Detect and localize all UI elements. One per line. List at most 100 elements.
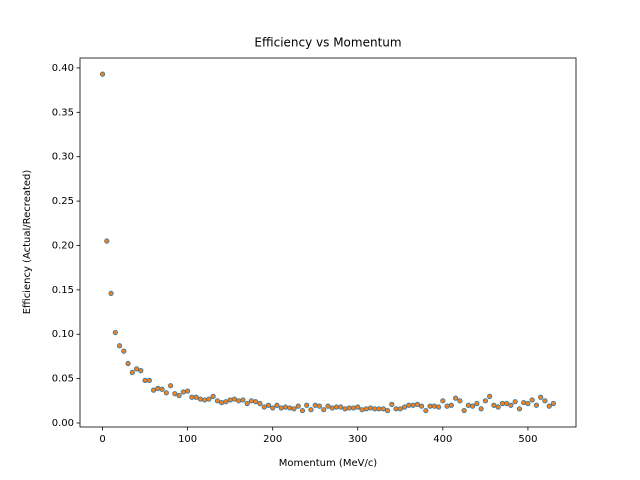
- point: [223, 399, 229, 405]
- point: [214, 398, 220, 404]
- point: [112, 329, 118, 336]
- point: [384, 407, 391, 414]
- x-tick-label: 200: [263, 434, 282, 445]
- point: [185, 388, 191, 394]
- point: [367, 405, 374, 411]
- point: [197, 396, 203, 402]
- point: [150, 387, 157, 393]
- x-tick-label: 500: [518, 434, 537, 445]
- point: [146, 377, 152, 383]
- point: [236, 398, 242, 404]
- point: [321, 407, 327, 413]
- point: [189, 394, 195, 400]
- point: [274, 402, 280, 408]
- x-tick-label: 100: [178, 434, 197, 445]
- point: [538, 394, 544, 400]
- point: [142, 377, 148, 383]
- point: [299, 407, 306, 414]
- point: [308, 407, 314, 413]
- point: [193, 394, 199, 400]
- x-tick-label: 0: [99, 434, 105, 445]
- y-tick-label: 0.40: [52, 63, 74, 74]
- point: [210, 393, 216, 399]
- point: [423, 407, 429, 414]
- x-axis-label: Momentum (MeV/c): [279, 458, 378, 469]
- point: [206, 396, 212, 402]
- x-tick-label: 400: [433, 434, 452, 445]
- point: [350, 405, 357, 411]
- point: [359, 407, 365, 413]
- point: [533, 402, 540, 408]
- point: [346, 405, 352, 411]
- point: [453, 395, 459, 401]
- point: [257, 400, 263, 407]
- point: [465, 402, 471, 408]
- point: [516, 406, 523, 412]
- point: [168, 383, 174, 389]
- point: [448, 402, 454, 408]
- point: [333, 404, 340, 410]
- point: [248, 398, 255, 404]
- y-tick-label: 0.10: [52, 329, 74, 340]
- chart-title: Efficiency vs Momentum: [254, 36, 401, 50]
- point: [325, 403, 331, 409]
- point: [529, 397, 535, 403]
- y-tick-label: 0.00: [52, 418, 74, 429]
- point: [525, 400, 531, 407]
- point: [508, 402, 514, 408]
- point: [261, 404, 267, 410]
- point: [474, 400, 480, 407]
- point: [550, 400, 557, 407]
- plot-frame: [79, 57, 577, 428]
- y-tick-label: 0.15: [52, 285, 74, 296]
- point: [121, 348, 127, 354]
- point: [270, 405, 276, 411]
- x-tick-label: 300: [348, 434, 367, 445]
- y-tick-label: 0.30: [52, 152, 74, 163]
- point: [138, 368, 144, 374]
- point: [219, 399, 225, 406]
- point: [316, 403, 323, 409]
- point: [282, 404, 289, 410]
- point: [504, 400, 510, 407]
- point: [397, 406, 403, 412]
- point: [265, 402, 272, 408]
- point: [495, 404, 501, 410]
- y-axis-label: Efficiency (Actual/Recreated): [22, 170, 33, 315]
- y-tick-label: 0.05: [52, 374, 74, 385]
- point: [444, 403, 450, 409]
- y-tick-label: 0.20: [52, 240, 74, 251]
- point: [163, 390, 169, 396]
- point: [376, 406, 382, 412]
- point: [231, 396, 238, 402]
- point: [406, 402, 412, 408]
- point: [176, 392, 182, 399]
- point: [180, 389, 186, 395]
- point: [414, 401, 420, 407]
- point: [457, 398, 463, 404]
- point: [312, 402, 318, 408]
- point: [401, 404, 408, 410]
- point: [253, 399, 259, 405]
- point: [240, 397, 246, 403]
- point: [521, 399, 527, 406]
- point: [431, 403, 437, 409]
- point: [99, 71, 106, 77]
- point: [410, 402, 416, 408]
- point: [512, 399, 518, 405]
- point: [418, 403, 425, 409]
- point: [227, 397, 233, 403]
- point: [499, 400, 506, 407]
- point: [380, 406, 386, 412]
- point: [355, 404, 361, 410]
- point: [372, 406, 378, 412]
- point: [470, 403, 476, 409]
- point: [491, 402, 497, 408]
- point: [304, 402, 310, 408]
- point: [133, 366, 140, 372]
- point: [287, 405, 293, 411]
- point: [295, 403, 301, 409]
- point: [478, 406, 484, 412]
- point: [482, 398, 488, 404]
